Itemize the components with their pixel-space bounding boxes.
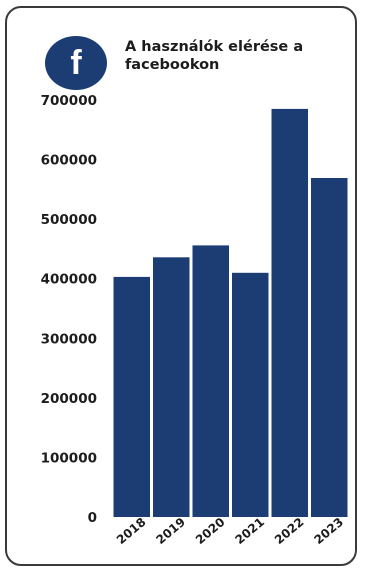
facebook-icon: f: [45, 36, 107, 90]
bar-2020: [192, 245, 229, 517]
y-tick-label: 400000: [41, 272, 97, 288]
y-tick-label: 200000: [41, 391, 97, 407]
facebook-glyph: f: [70, 44, 82, 82]
y-tick-label: 600000: [41, 153, 97, 169]
y-tick-label: 0: [88, 510, 97, 526]
bar-2021: [232, 272, 269, 517]
x-tick-label: 2022: [272, 515, 307, 547]
x-tick-label: 2021: [232, 515, 267, 547]
chart-title: A használók elérése a facebookon: [125, 39, 304, 73]
x-tick-label: 2020: [193, 515, 228, 547]
x-tick-label: 2019: [153, 515, 188, 547]
x-tick-label: 2023: [311, 515, 346, 547]
y-axis: 0 100000 200000 300000 400000 500000 600000 700…: [41, 93, 97, 526]
x-axis: 2018 2019 2020 2021 2022 2023: [114, 515, 346, 547]
bar-2018: [113, 276, 150, 517]
y-tick-label: 700000: [41, 93, 97, 109]
bar-2023: [311, 178, 348, 517]
bars: [113, 108, 348, 518]
y-tick-label: 300000: [41, 331, 97, 347]
x-tick-label: 2018: [114, 515, 149, 547]
bar-2019: [153, 257, 190, 517]
y-tick-label: 100000: [41, 450, 97, 466]
bar-2022: [271, 108, 308, 518]
y-tick-label: 500000: [41, 212, 97, 228]
